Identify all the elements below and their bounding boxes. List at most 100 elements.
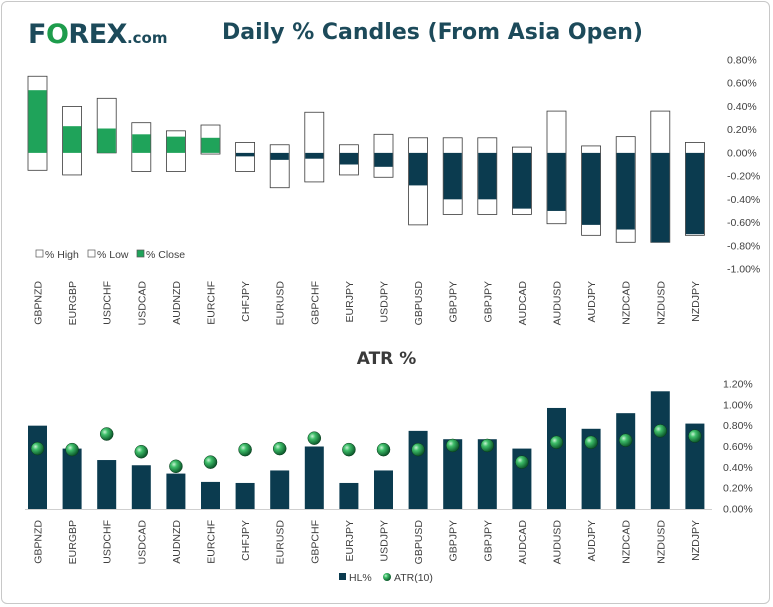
- atr-xlabel-10: USDJPY: [379, 520, 391, 561]
- logo-f: F: [28, 19, 46, 50]
- atr-marker-6: [238, 442, 252, 457]
- candle-xlabel-7: EURUSD: [275, 281, 287, 326]
- candle-ytick-4: 0.00%: [727, 147, 757, 159]
- candle-close-10: [374, 152, 393, 167]
- atr-marker-9: [342, 442, 356, 457]
- candle-xlabel-0: GBPNZD: [33, 281, 45, 325]
- atr-bar-10: [374, 470, 393, 509]
- atr-xlabel-1: EURGBP: [67, 520, 79, 564]
- candle-xlabel-18: NZDUSD: [655, 281, 667, 325]
- candle-xlabel-19: NZDJPY: [690, 281, 702, 322]
- candle-close-9: [339, 152, 358, 165]
- atr-marker-16: [584, 435, 598, 450]
- atr-bar-12: [443, 439, 463, 509]
- atr-xlabel-17: NZDCAD: [621, 520, 633, 564]
- candle-close-6: [236, 152, 255, 157]
- candle-close-16: [582, 152, 601, 225]
- atr-marker-17: [618, 433, 633, 447]
- atr-xlabel-19: NZDJPY: [690, 520, 702, 561]
- atr-xlabel-11: GBPUSD: [413, 520, 425, 565]
- candle-xlabel-14: AUDCAD: [517, 281, 529, 326]
- candle-ytick-7: -0.60%: [727, 217, 760, 229]
- atr-bar-3: [131, 465, 151, 509]
- candle-ytick-9: -1.00%: [727, 264, 760, 276]
- candle-xlabel-10: USDJPY: [379, 281, 391, 322]
- atr-marker-15: [549, 435, 564, 450]
- atr-marker-18: [653, 424, 668, 438]
- atr-xlabel-16: AUDJPY: [586, 520, 598, 561]
- logo-rex: REX: [68, 19, 127, 50]
- atr-bar-7: [270, 470, 290, 509]
- atr-marker-4: [169, 459, 183, 474]
- candle-ytick-8: -0.80%: [727, 240, 760, 252]
- atr-marker-8: [307, 431, 322, 445]
- atr-ytick-2: 0.80%: [723, 420, 753, 432]
- candle-close-14: [512, 152, 531, 209]
- atr-ytick-5: 0.20%: [723, 483, 753, 495]
- candle-ytick-5: -0.20%: [727, 171, 760, 183]
- logo-o: O: [45, 19, 69, 50]
- candle-range-6: [235, 142, 256, 172]
- atr-xlabel-12: GBPJPY: [448, 520, 460, 561]
- candle-close-17: [616, 152, 635, 230]
- candle-close-8: [305, 152, 324, 159]
- atr-xlabel-6: CHFJPY: [240, 520, 252, 561]
- atr-bar-8: [304, 446, 324, 509]
- candle-close-4: [166, 136, 185, 153]
- candle-legend-label-0: % High: [45, 249, 79, 261]
- atr-bar-11: [408, 430, 428, 509]
- atr-ytick-6: 0.00%: [723, 504, 753, 516]
- candle-xlabel-4: AUDNZD: [171, 281, 183, 325]
- atr-marker-12: [445, 438, 460, 453]
- candle-close-12: [443, 152, 462, 200]
- atr-bar-4: [166, 473, 186, 509]
- atr-ytick-1: 1.00%: [723, 399, 753, 411]
- atr-xlabel-8: GBPCHF: [309, 520, 321, 564]
- atr-xlabel-3: USDCAD: [136, 520, 148, 565]
- candle-close-15: [547, 152, 566, 211]
- atr-marker-13: [480, 438, 495, 453]
- candle-close-7: [270, 152, 289, 160]
- candle-close-13: [478, 152, 497, 200]
- atr-xlabel-0: GBPNZD: [33, 520, 45, 564]
- candle-xlabel-13: GBPJPY: [482, 281, 494, 322]
- candle-ytick-2: 0.40%: [727, 101, 757, 113]
- candle-ytick-1: 0.60%: [727, 78, 757, 90]
- candle-xlabel-2: USDCHF: [102, 281, 114, 325]
- atr-bar-17: [616, 413, 636, 509]
- atr-bar-0: [28, 425, 47, 509]
- atr-bar-5: [201, 481, 220, 509]
- candle-xlabel-1: EURGBP: [67, 281, 79, 325]
- candle-ytick-6: -0.40%: [727, 194, 760, 206]
- candle-xlabel-3: USDCAD: [136, 281, 148, 326]
- atr-bar-15: [547, 407, 566, 509]
- candle-close-19: [685, 152, 704, 235]
- atr-xlabel-9: EURJPY: [344, 520, 356, 561]
- candle-range-8: [304, 111, 325, 183]
- atr-legend-swatch-1: [383, 573, 391, 581]
- candle-close-5: [201, 137, 220, 153]
- candle-legend-label-1: % Low: [97, 249, 129, 261]
- atr-ytick-4: 0.40%: [723, 462, 753, 474]
- atr-bar-6: [235, 482, 255, 509]
- atr-chart-title: ATR %: [356, 349, 417, 369]
- atr-xlabel-15: AUDUSD: [552, 520, 564, 565]
- atr-marker-11: [411, 442, 425, 457]
- atr-xlabel-18: NZDUSD: [655, 520, 667, 564]
- atr-xlabel-5: EURCHF: [206, 520, 218, 564]
- atr-marker-0: [30, 441, 45, 456]
- atr-bar-19: [685, 423, 705, 509]
- candle-xlabel-12: GBPJPY: [448, 281, 460, 322]
- atr-marker-1: [65, 442, 79, 457]
- candle-xlabel-17: NZDCAD: [621, 281, 633, 325]
- candle-close-11: [409, 152, 428, 186]
- candle-xlabel-6: CHFJPY: [240, 281, 252, 322]
- logo-tld: .com: [126, 29, 168, 47]
- atr-marker-10: [376, 442, 391, 457]
- atr-ytick-3: 0.60%: [723, 441, 753, 453]
- candle-close-0: [28, 90, 47, 153]
- atr-marker-3: [134, 444, 149, 459]
- candle-ytick-3: 0.20%: [727, 124, 757, 136]
- atr-legend-label-0: HL%: [349, 572, 372, 584]
